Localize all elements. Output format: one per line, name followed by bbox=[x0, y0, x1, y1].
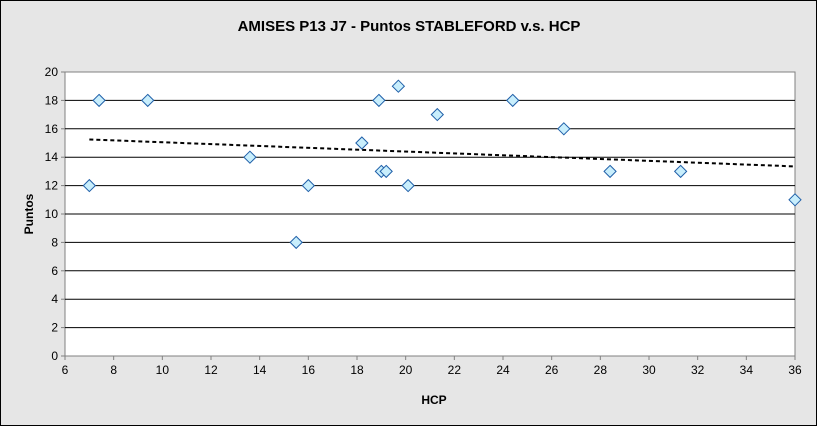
y-tick-label: 8 bbox=[51, 235, 58, 249]
data-point bbox=[92, 93, 106, 108]
y-tick-label: 6 bbox=[51, 264, 58, 278]
x-tick-label: 32 bbox=[691, 363, 705, 377]
trendline-layer bbox=[89, 138, 796, 168]
data-points bbox=[82, 79, 802, 250]
data-point bbox=[430, 107, 445, 122]
y-tick-label: 0 bbox=[51, 349, 58, 363]
x-tick-label: 12 bbox=[204, 363, 218, 377]
x-tick-label: 6 bbox=[62, 363, 69, 377]
data-point bbox=[141, 93, 155, 108]
data-point bbox=[673, 164, 688, 179]
x-tick-label: 16 bbox=[302, 363, 316, 377]
y-tick-label: 12 bbox=[45, 179, 59, 193]
y-tick-label: 4 bbox=[51, 292, 58, 306]
y-tick-label: 20 bbox=[45, 65, 59, 79]
x-tick-label: 26 bbox=[545, 363, 559, 377]
x-tick-label: 14 bbox=[253, 363, 267, 377]
trendline bbox=[89, 138, 796, 168]
x-tick-label: 30 bbox=[642, 363, 656, 377]
x-tick-label: 18 bbox=[350, 363, 364, 377]
y-tick-label: 2 bbox=[51, 321, 58, 335]
data-point bbox=[401, 178, 415, 193]
y-axis-label: Puntos bbox=[22, 193, 36, 234]
x-tick-label: 10 bbox=[156, 363, 170, 377]
data-point bbox=[379, 164, 393, 179]
chart-title: AMISES P13 J7 - Puntos STABLEFORD v.s. H… bbox=[238, 18, 581, 35]
data-point bbox=[82, 178, 97, 193]
data-point bbox=[372, 93, 386, 108]
data-point bbox=[788, 193, 802, 207]
x-tick-label: 8 bbox=[110, 363, 117, 377]
x-tick-label: 36 bbox=[788, 363, 802, 377]
data-point bbox=[355, 136, 369, 150]
y-tick-labels: 0 2 4 6 8 10 12 14 16 18 20 bbox=[45, 65, 59, 363]
data-point bbox=[289, 235, 303, 250]
gridlines bbox=[61, 71, 796, 360]
data-point bbox=[603, 164, 617, 179]
data-point bbox=[243, 150, 257, 164]
x-tick-label: 22 bbox=[448, 363, 462, 377]
x-tick-label: 24 bbox=[496, 363, 510, 377]
y-tick-label: 16 bbox=[45, 122, 59, 136]
x-tick-label: 28 bbox=[594, 363, 608, 377]
y-tick-label: 10 bbox=[45, 207, 59, 221]
x-tick-labels: 6 8 10 12 14 16 18 20 22 24 26 28 30 32 34 36 bbox=[62, 363, 802, 377]
x-axis-label: HCP bbox=[421, 393, 446, 407]
data-point bbox=[301, 178, 316, 193]
y-tick-label: 18 bbox=[45, 93, 59, 107]
data-point bbox=[557, 122, 571, 136]
data-point bbox=[391, 79, 406, 93]
x-tick-label: 20 bbox=[399, 363, 413, 377]
data-point bbox=[506, 93, 520, 108]
y-tick-label: 14 bbox=[45, 150, 59, 164]
x-tick-label: 34 bbox=[740, 363, 754, 377]
